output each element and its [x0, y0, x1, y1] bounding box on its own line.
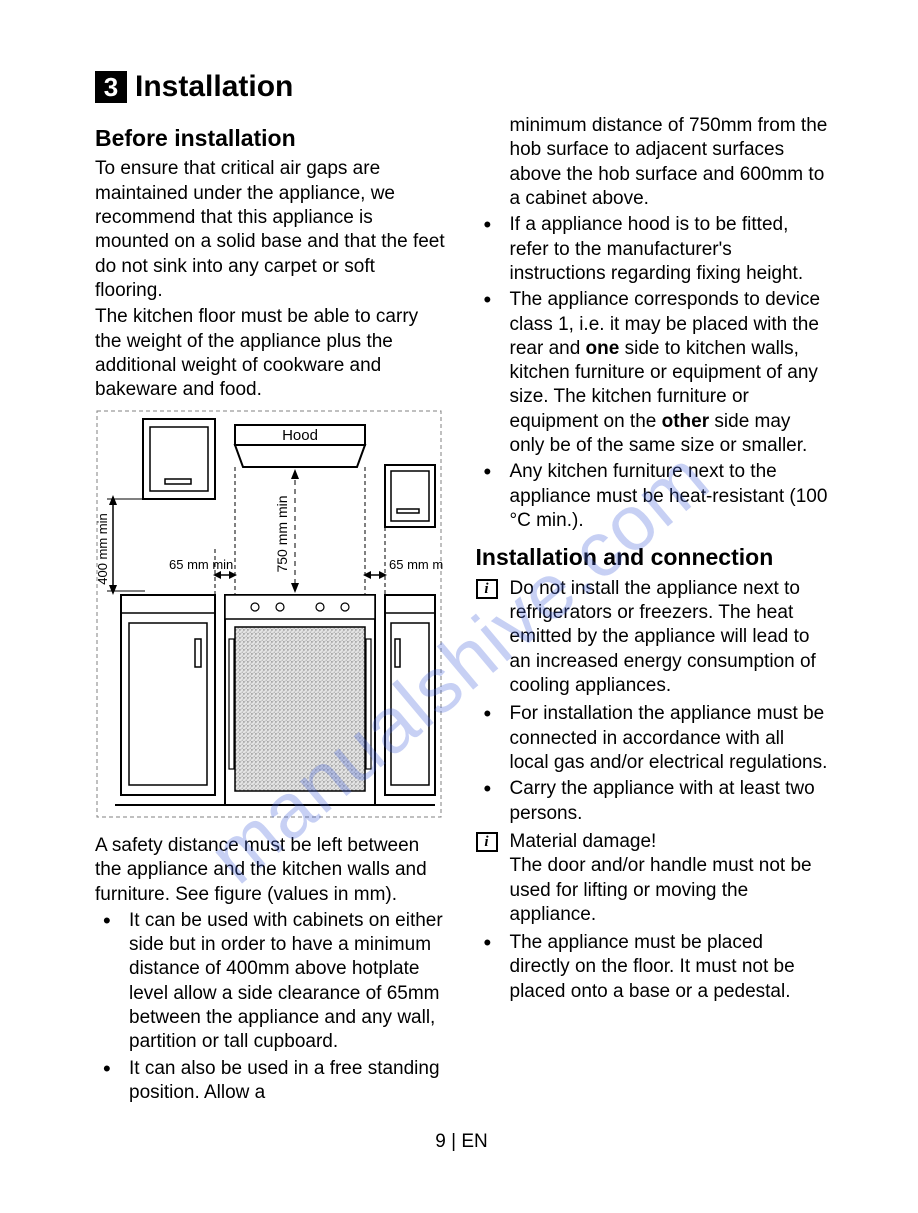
list-item: It can also be used in a free standing p… — [95, 1057, 448, 1106]
chapter-title-text: Installation — [135, 70, 293, 104]
svg-text:65 mm min: 65 mm min — [169, 557, 233, 572]
info-note: i Do not install the appliance next to r… — [476, 577, 829, 699]
heading-before-installation: Before installation — [95, 124, 448, 153]
bold-text: other — [662, 411, 710, 432]
info-icon: i — [476, 832, 498, 852]
list-item: The appliance must be placed directly on… — [476, 931, 829, 1004]
info-text: Material damage! — [510, 831, 657, 852]
info-text: Do not install the appliance next to ref… — [510, 578, 816, 696]
svg-text:Hood: Hood — [282, 427, 318, 444]
right-column: minimum distance of 750mm from the hob s… — [476, 114, 829, 1107]
list-item: It can be used with cabinets on either s… — [95, 909, 448, 1055]
list-item: The appliance corresponds to device clas… — [476, 288, 829, 458]
paragraph: A safety distance must be left between t… — [95, 834, 448, 907]
svg-text:750 mm min: 750 mm min — [274, 495, 290, 572]
svg-text:400 mm min: 400 mm min — [95, 513, 110, 585]
bold-text: one — [586, 338, 620, 359]
paragraph: The kitchen floor must be able to carry … — [95, 305, 448, 402]
svg-text:65 mm min: 65 mm min — [389, 557, 443, 572]
paragraph: To ensure that critical air gaps are mai… — [95, 157, 448, 303]
info-icon: i — [476, 579, 498, 599]
chapter-title: 3 Installation — [95, 70, 828, 104]
continuation-text: minimum distance of 750mm from the hob s… — [476, 114, 829, 211]
list-item: If a appliance hood is to be fitted, ref… — [476, 213, 829, 286]
chapter-number-badge: 3 — [95, 71, 127, 103]
left-column: Before installation To ensure that criti… — [95, 114, 448, 1107]
info-text: The door and/or handle must not be used … — [510, 855, 812, 925]
heading-installation-connection: Installation and connection — [476, 543, 829, 572]
list-item: Carry the appliance with at least two pe… — [476, 777, 829, 826]
info-note: i Material damage! The door and/or handl… — [476, 830, 829, 927]
clearance-diagram: Hood — [95, 409, 448, 826]
list-item: Any kitchen furniture next to the applia… — [476, 460, 829, 533]
list-item: For installation the appliance must be c… — [476, 702, 829, 775]
page-footer: 9 | EN — [95, 1131, 828, 1153]
